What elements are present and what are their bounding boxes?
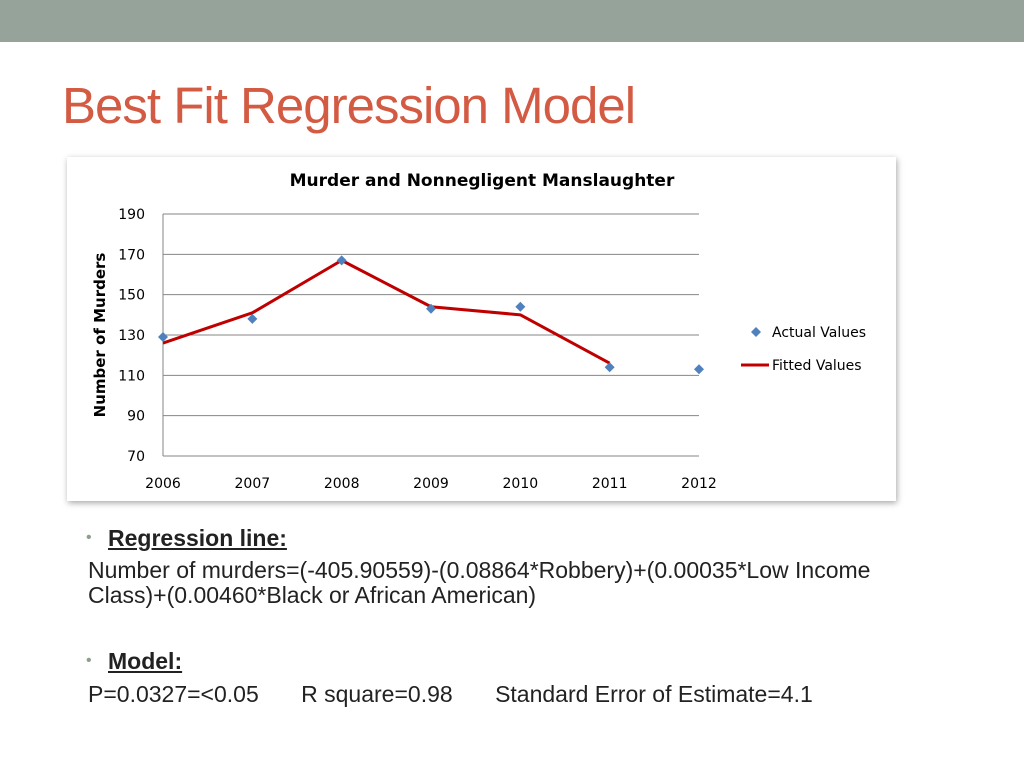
y-tick-label: 130 <box>118 328 145 344</box>
y-tick-labels: 190 170 150 130 110 90 70 <box>118 207 145 465</box>
x-tick-label: 2006 <box>145 476 181 492</box>
standard-error: Standard Error of Estimate=4.1 <box>495 681 813 707</box>
bullet-heading-model: Model: <box>108 648 183 674</box>
legend: Actual Values Fitted Values <box>741 325 866 374</box>
bullet-dot: • <box>86 529 92 546</box>
regression-equation: Number of murders=(-405.90559)-(0.08864*… <box>88 557 871 608</box>
y-axis-label: Number of Murders <box>91 253 109 418</box>
actual-value-point <box>426 303 436 314</box>
series-layer <box>158 255 704 375</box>
x-tick-label: 2009 <box>413 476 449 492</box>
slide-title: Best Fit Regression Model <box>62 77 636 134</box>
actual-value-point <box>158 332 168 343</box>
x-tick-labels: 2006 2007 2008 2009 2010 2011 2012 <box>145 476 717 492</box>
legend-fitted-label: Fitted Values <box>772 358 862 374</box>
bullet-heading-regression: Regression line: <box>108 525 287 551</box>
legend-actual-marker <box>751 327 761 337</box>
x-tick-label: 2010 <box>503 476 539 492</box>
x-tick-label: 2008 <box>324 476 360 492</box>
fitted-values-line <box>162 258 611 365</box>
bullet-dot: • <box>86 652 92 669</box>
chart-frame: Murder and Nonnegligent Manslaughter 190… <box>67 157 896 501</box>
actual-value-point <box>336 255 347 266</box>
top-band <box>0 0 1024 42</box>
y-tick-label: 190 <box>118 207 145 223</box>
grid-layer <box>163 213 699 457</box>
legend-actual-label: Actual Values <box>772 325 866 341</box>
r-square: R square=0.98 <box>301 681 453 707</box>
actual-value-point <box>694 364 704 375</box>
p-value: P=0.0327=<0.05 <box>88 681 259 707</box>
x-tick-label: 2012 <box>681 476 717 492</box>
actual-value-point <box>515 301 526 312</box>
y-tick-label: 90 <box>127 409 145 425</box>
y-tick-label: 70 <box>127 449 145 465</box>
actual-value-point <box>604 362 615 373</box>
model-stats: P=0.0327=<0.05 R square=0.98 Standard Er… <box>88 681 849 708</box>
chart-title: Murder and Nonnegligent Manslaughter <box>290 171 675 191</box>
y-tick-label: 150 <box>118 288 145 304</box>
actual-value-point <box>247 313 258 324</box>
y-tick-label: 170 <box>118 247 145 263</box>
x-tick-label: 2011 <box>592 476 628 492</box>
y-tick-label: 110 <box>118 368 145 384</box>
x-tick-label: 2007 <box>235 476 271 492</box>
regression-chart: Murder and Nonnegligent Manslaughter 190… <box>91 171 866 492</box>
